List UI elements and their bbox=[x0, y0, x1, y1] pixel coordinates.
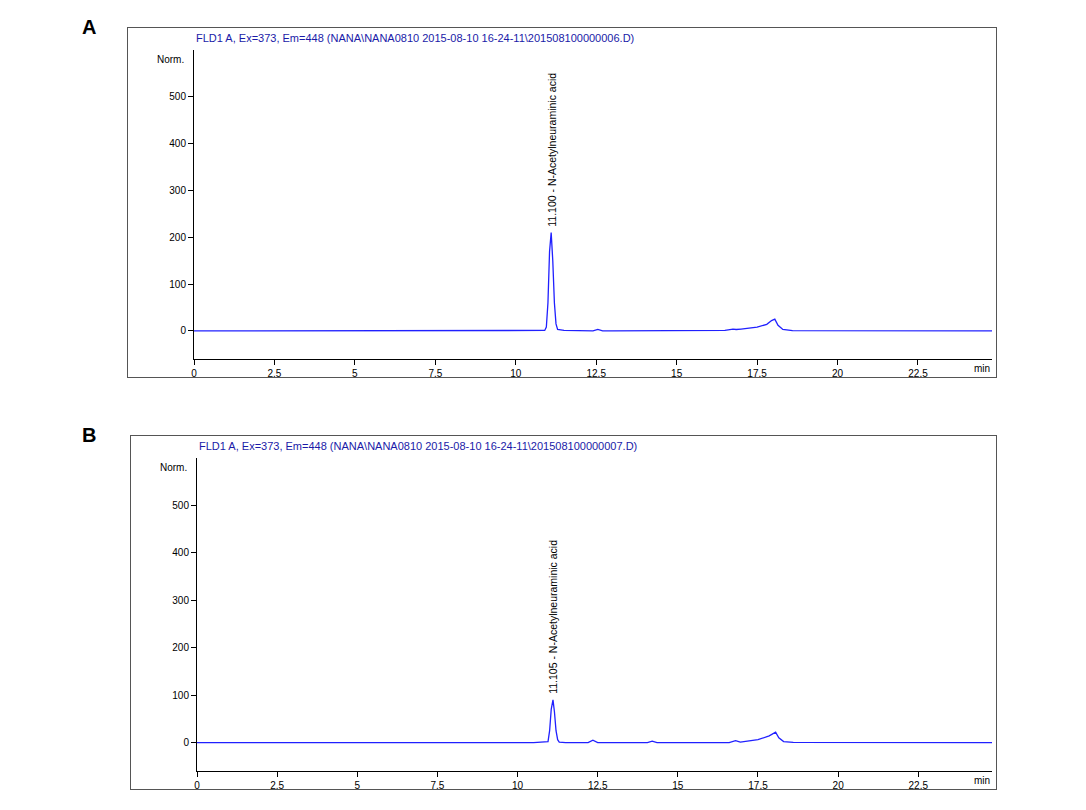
svg-text:7.5: 7.5 bbox=[430, 780, 444, 789]
svg-text:200: 200 bbox=[169, 232, 186, 243]
svg-text:0: 0 bbox=[194, 780, 200, 789]
svg-text:300: 300 bbox=[169, 185, 186, 196]
svg-text:Norm.: Norm. bbox=[160, 462, 187, 473]
svg-text:22.5: 22.5 bbox=[908, 368, 928, 377]
svg-text:17.5: 17.5 bbox=[747, 368, 767, 377]
svg-text:100: 100 bbox=[172, 690, 189, 701]
svg-text:200: 200 bbox=[172, 642, 189, 653]
svg-text:FLD1 A, Ex=373, Em=448 (NANA\N: FLD1 A, Ex=373, Em=448 (NANA\NANA0810 20… bbox=[196, 32, 634, 44]
svg-text:22.5: 22.5 bbox=[909, 780, 929, 789]
svg-text:11.100 - N-Acetylneuraminic ac: 11.100 - N-Acetylneuraminic acid bbox=[546, 73, 558, 227]
svg-text:400: 400 bbox=[172, 547, 189, 558]
svg-text:20: 20 bbox=[833, 780, 845, 789]
svg-text:0: 0 bbox=[191, 368, 197, 377]
svg-text:11.105 - N-Acetylneuraminic ac: 11.105 - N-Acetylneuraminic acid bbox=[547, 540, 559, 694]
svg-text:15: 15 bbox=[672, 780, 684, 789]
html-text:A: A bbox=[82, 16, 97, 38]
svg-text:10: 10 bbox=[512, 780, 524, 789]
svg-text:500: 500 bbox=[169, 91, 186, 102]
svg-text:5: 5 bbox=[352, 368, 358, 377]
svg-text:0: 0 bbox=[180, 325, 186, 336]
svg-text:2.5: 2.5 bbox=[267, 368, 281, 377]
svg-text:17.5: 17.5 bbox=[748, 780, 768, 789]
svg-text:0: 0 bbox=[183, 737, 189, 748]
svg-text:20: 20 bbox=[832, 368, 844, 377]
svg-text:5: 5 bbox=[354, 780, 360, 789]
svg-text:Norm.: Norm. bbox=[157, 54, 184, 65]
svg-text:12.5: 12.5 bbox=[588, 780, 608, 789]
svg-text:FLD1 A, Ex=373, Em=448 (NANA\N: FLD1 A, Ex=373, Em=448 (NANA\NANA0810 20… bbox=[199, 440, 637, 452]
svg-text:300: 300 bbox=[172, 595, 189, 606]
html-text:B: B bbox=[82, 424, 97, 446]
svg-text:7.5: 7.5 bbox=[428, 368, 442, 377]
svg-text:15: 15 bbox=[671, 368, 683, 377]
svg-text:400: 400 bbox=[169, 138, 186, 149]
svg-text:min: min bbox=[974, 363, 990, 374]
svg-text:12.5: 12.5 bbox=[586, 368, 606, 377]
svg-text:100: 100 bbox=[169, 279, 186, 290]
svg-text:500: 500 bbox=[172, 500, 189, 511]
svg-text:min: min bbox=[974, 775, 990, 786]
svg-text:2.5: 2.5 bbox=[270, 780, 284, 789]
svg-text:10: 10 bbox=[510, 368, 522, 377]
